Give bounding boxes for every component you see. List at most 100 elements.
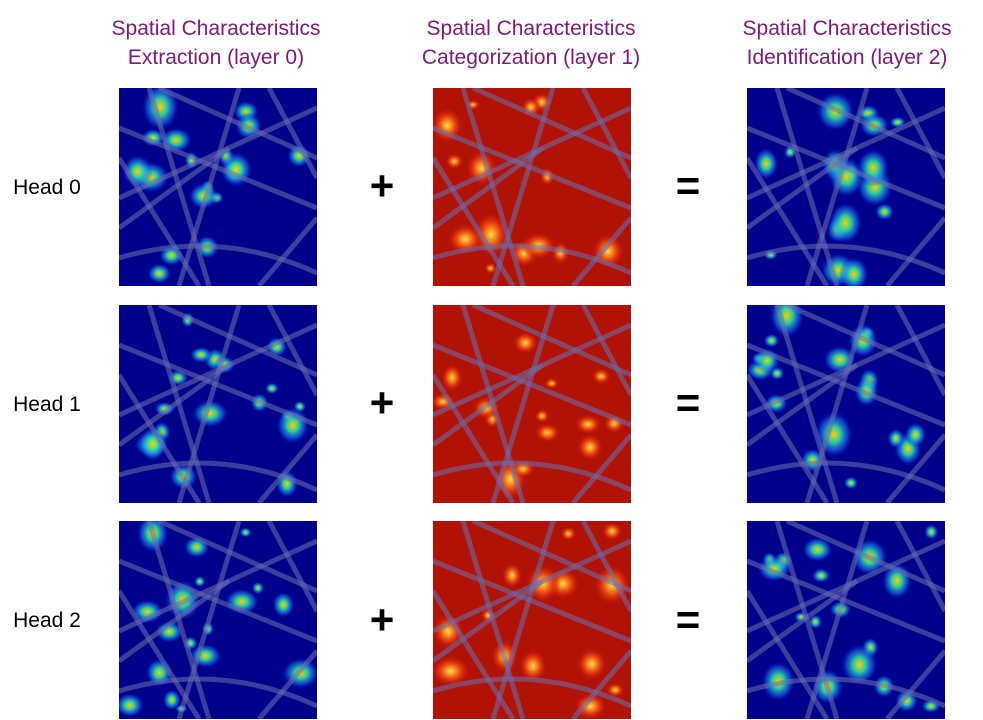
street-line (571, 649, 631, 719)
column-header-identification: Spatial Characteristics Identification (… (717, 14, 977, 72)
heatmap-head0-extraction (119, 88, 317, 286)
heatmap-head2-extraction (119, 521, 317, 719)
street-line (433, 676, 631, 709)
heatmap-hotspot (544, 377, 559, 390)
street-line (157, 88, 317, 161)
heatmap-hotspot (264, 382, 280, 395)
heatmap-hotspot (576, 647, 608, 681)
heatmap-head0-categorization (433, 88, 631, 286)
row-label-head-0: Head 0 (13, 176, 81, 199)
street-line (433, 156, 516, 286)
street-line (471, 521, 631, 594)
heatmap-head1-extraction (119, 305, 317, 503)
heatmap-hotspot (606, 682, 625, 698)
street-line (571, 216, 631, 286)
heatmap-hotspot (512, 331, 539, 355)
street-line (119, 342, 317, 428)
heatmap-hotspot (189, 346, 213, 363)
street-line (785, 521, 945, 594)
heatmap-hotspot (130, 599, 164, 624)
equals-sign: = (675, 162, 701, 209)
street-line (119, 558, 317, 644)
column-header-line2: Categorization (layer 1) (421, 46, 641, 69)
heatmap-hotspot (828, 201, 863, 245)
street-line (433, 373, 516, 503)
street-line (580, 305, 631, 397)
street-line (257, 216, 317, 286)
heatmap-hotspot (518, 649, 548, 683)
street-line (433, 558, 631, 644)
street-line (471, 88, 631, 161)
heatmap-hotspot (534, 408, 550, 424)
heatmap-hotspot (162, 689, 182, 711)
street-line (580, 521, 631, 613)
street-line (894, 305, 945, 397)
heatmap-hotspot (484, 262, 497, 274)
street-line (119, 156, 202, 286)
street-line (433, 145, 545, 231)
heatmap-hotspot (138, 425, 168, 463)
column-header-line2: Extraction (layer 0) (127, 46, 305, 69)
street-line (433, 243, 631, 276)
heatmap-hotspot (433, 655, 471, 687)
heatmap-hotspot (811, 568, 831, 584)
heatmap-hotspot (188, 182, 219, 210)
row-label-head-1: Head 1 (13, 393, 81, 416)
street-line (119, 460, 317, 493)
street-line (119, 125, 317, 211)
heatmap-hotspot (576, 433, 604, 461)
heatmap-hotspot (239, 527, 252, 538)
equals-sign: = (675, 596, 701, 643)
street-line (433, 578, 545, 664)
heatmap-hotspot (445, 153, 464, 170)
street-line (119, 362, 231, 448)
heatmap-head1-identification (747, 305, 945, 503)
street-line (747, 156, 830, 286)
heatmap-hotspot (839, 256, 869, 286)
heatmap-hotspot (191, 399, 229, 428)
street-line (785, 305, 945, 378)
street-line (747, 243, 945, 276)
street-line (785, 88, 945, 161)
heatmap-hotspot (119, 692, 145, 718)
column-header-line1: Spatial Characteristics (426, 17, 636, 40)
heatmap-hotspot (251, 581, 265, 595)
heatmap-hotspot (808, 614, 823, 630)
street-line (157, 521, 317, 594)
heatmap-hotspot (924, 524, 939, 540)
heatmap-hotspot (763, 333, 780, 348)
street-line (747, 145, 859, 231)
heatmap-hotspot (874, 202, 895, 221)
street-line (747, 362, 859, 448)
street-line (119, 145, 231, 231)
heatmap-hotspot (534, 422, 561, 443)
column-header-line2: Identification (layer 2) (746, 46, 948, 69)
equals-sign: = (675, 379, 701, 426)
street-line (580, 88, 631, 180)
street-line (433, 125, 631, 211)
column-header-categorization: Spatial Characteristics Categorization (… (401, 14, 661, 72)
street-line (433, 362, 545, 448)
column-header-line1: Spatial Characteristics (742, 17, 952, 40)
heatmap-head2-categorization (433, 521, 631, 719)
street-line (747, 460, 945, 493)
street-line (257, 649, 317, 719)
street-line (119, 676, 317, 709)
street-line (266, 521, 317, 613)
street-line (433, 460, 631, 493)
heatmap-hotspot (753, 147, 779, 180)
street-line (119, 373, 202, 503)
street-line (894, 521, 945, 613)
heatmap-hotspot (573, 692, 608, 719)
heatmap-hotspot (904, 422, 927, 448)
street-line (747, 125, 945, 211)
street-line (747, 342, 945, 428)
street-line (119, 589, 202, 719)
column-header-extraction: Spatial Characteristics Extraction (laye… (86, 14, 346, 72)
heatmap-hotspot (887, 428, 905, 449)
street-line (257, 433, 317, 503)
plus-sign: + (369, 379, 395, 426)
heatmap-hotspot (441, 363, 463, 392)
street-line (885, 433, 945, 503)
street-line (747, 589, 830, 719)
